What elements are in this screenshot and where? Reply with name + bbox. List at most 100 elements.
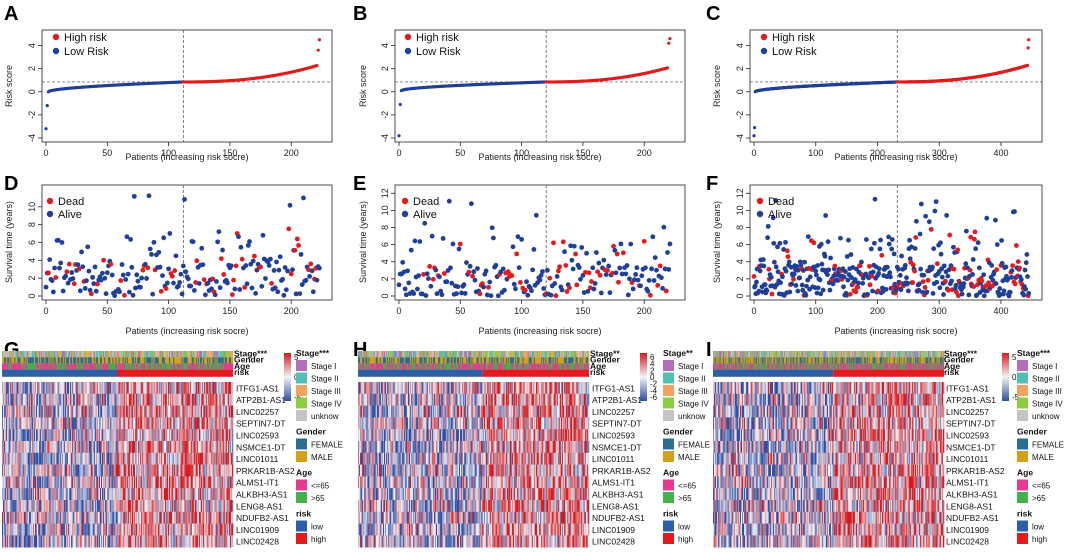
survival-point (973, 230, 978, 235)
legend-alive-e: Alive (413, 209, 437, 221)
survival-point (876, 271, 881, 276)
survival-point (898, 273, 903, 278)
survival-point (887, 242, 892, 247)
survival-point (563, 263, 568, 268)
survival-point (642, 239, 647, 244)
y-tick-label: 10 (380, 205, 390, 215)
survival-point (947, 233, 952, 238)
survival-point (1019, 277, 1024, 282)
survival-point (963, 261, 968, 266)
survival-point (261, 233, 266, 238)
panel-label-e: E (353, 173, 366, 195)
y-tick-label: -4 (27, 134, 37, 142)
survival-point (523, 288, 528, 293)
survival-point (231, 278, 236, 283)
legend-dead-f: Dead (768, 196, 794, 208)
survival-point (849, 252, 854, 257)
heatmap-cell (232, 476, 233, 488)
survival-point (469, 201, 474, 206)
survival-point (929, 227, 934, 232)
survival-point (943, 279, 948, 284)
survival-point (873, 197, 878, 202)
survival-point (171, 281, 176, 286)
survival-point (890, 237, 895, 242)
survival-point (594, 250, 599, 255)
survival-point (245, 281, 250, 286)
survival-point (105, 270, 110, 275)
survival-point (52, 266, 57, 271)
legend-marker-dead (47, 198, 53, 204)
survival-point (267, 263, 272, 268)
survival-point (884, 287, 889, 292)
survival-point (170, 274, 175, 279)
x-tick-label: 200 (637, 148, 652, 158)
survival-point (311, 289, 316, 294)
survival-point (126, 272, 131, 277)
survival-point (427, 264, 432, 269)
legend-dead-d: Dead (58, 196, 84, 208)
risk-score-point (318, 38, 321, 41)
survival-point (584, 251, 589, 256)
survival-point (843, 269, 848, 274)
survival-point (78, 288, 83, 293)
survival-point (803, 293, 808, 298)
survival-point (496, 293, 501, 298)
survival-point (397, 282, 402, 287)
survival-point (772, 260, 777, 265)
survival-point (571, 267, 576, 272)
survival-point (977, 265, 982, 270)
survival-point (814, 273, 819, 278)
risk-score-point (397, 134, 400, 137)
survival-point (63, 274, 68, 279)
survival-point (659, 275, 664, 280)
y-tick-label: 4 (27, 43, 37, 48)
x-tick-label: 100 (808, 148, 823, 158)
survival-point (454, 291, 459, 296)
survival-point (815, 263, 820, 268)
survival-point (486, 285, 491, 290)
survival-point (949, 279, 954, 284)
survival-point (531, 247, 536, 252)
survival-point (765, 235, 770, 240)
survival-point (655, 283, 660, 288)
survival-point (403, 287, 408, 292)
survival-point (789, 282, 794, 287)
survival-point (278, 254, 283, 259)
survival-point (151, 240, 156, 245)
survival-point (619, 241, 624, 246)
survival-point (250, 286, 255, 291)
survival-point (194, 258, 199, 263)
survival-point (519, 237, 524, 242)
survival-point (841, 284, 846, 289)
survival-point (150, 292, 155, 297)
x-tick-label: 200 (284, 306, 299, 316)
survival-point (960, 292, 965, 297)
survival-point (823, 213, 828, 218)
survival-point (489, 293, 494, 298)
survival-point (926, 278, 931, 283)
survival-point (1009, 275, 1014, 280)
survival-point (422, 221, 427, 226)
survival-point (628, 242, 633, 247)
survival-point (914, 219, 919, 224)
survival-point (919, 202, 924, 207)
survival-point (448, 265, 453, 270)
survival-point (823, 254, 828, 259)
survival-point (934, 280, 939, 285)
x-tick-label: 200 (284, 148, 299, 158)
survival-point (525, 293, 530, 298)
survival-point (186, 276, 191, 281)
survival-point (308, 262, 313, 267)
x-axis-label-e: Patients (increasing risk socre) (478, 326, 601, 336)
survival-point (924, 290, 929, 295)
survival-point (1023, 268, 1028, 273)
survival-point (275, 289, 280, 294)
survival-point (989, 263, 994, 268)
survival-point (1012, 209, 1017, 214)
survival-point (188, 284, 193, 289)
survival-point (940, 275, 945, 280)
survival-point (79, 250, 84, 255)
survival-point (937, 285, 942, 290)
survival-point (973, 246, 978, 251)
